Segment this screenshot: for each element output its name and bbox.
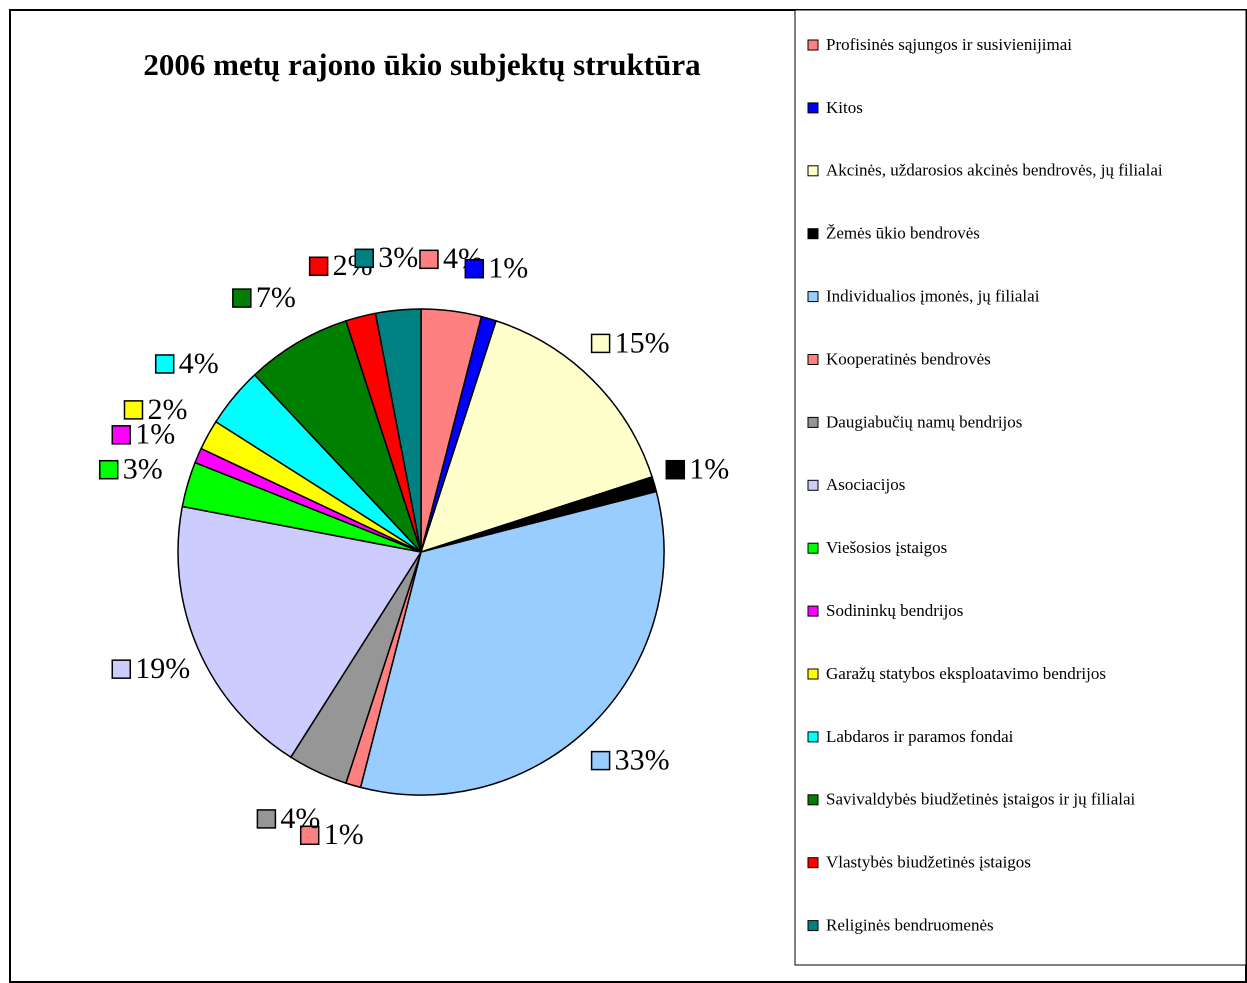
data-label: 33% — [615, 743, 670, 776]
legend-swatch — [807, 291, 819, 303]
legend-swatch — [807, 668, 819, 680]
label-marker — [354, 248, 374, 269]
data-label: 1% — [324, 818, 364, 851]
legend-label: Asociacijos — [826, 475, 905, 494]
pie-slice — [359, 490, 665, 796]
legend-swatch — [807, 39, 819, 51]
label-marker — [154, 354, 175, 374]
data-label: 4% — [179, 347, 219, 380]
label-marker — [299, 825, 320, 846]
legend-swatch — [807, 542, 819, 554]
legend-label: Garažų statybos eksploatavimo bendrijos — [826, 664, 1106, 683]
legend-label: Profisinės sąjungos ir susivienijimai — [826, 35, 1072, 54]
legend-swatch — [807, 165, 819, 177]
label-marker — [665, 459, 686, 480]
label-marker — [590, 750, 611, 771]
legend-swatch — [807, 731, 819, 743]
label-marker — [232, 288, 252, 308]
legend-swatch — [807, 794, 819, 806]
legend-label: Labdaros ir paramos fondai — [826, 727, 1014, 746]
data-label: 3% — [378, 241, 418, 274]
data-label: 2% — [147, 393, 187, 426]
legend-box — [794, 9, 1247, 966]
data-label: 1% — [689, 453, 729, 486]
pie-slice — [374, 308, 422, 553]
pie-slice — [177, 505, 423, 759]
data-label: 1% — [135, 418, 175, 451]
label-marker — [111, 659, 132, 679]
label-marker — [256, 809, 277, 829]
legend-label: Sodininkų bendrijos — [826, 601, 963, 620]
pie-slice — [253, 319, 422, 553]
label-marker — [464, 258, 485, 279]
legend-label: Akcinės, uždarosios akcinės bendrovės, j… — [826, 161, 1163, 180]
pie-slice — [419, 319, 654, 554]
label-marker — [590, 333, 611, 354]
legend-label: Kooperatinės bendrovės — [826, 349, 991, 368]
data-label: 4% — [280, 802, 320, 835]
legend-swatch — [807, 605, 819, 617]
legend-swatch — [807, 228, 819, 240]
data-label: 1% — [488, 252, 528, 285]
label-marker — [111, 425, 132, 445]
legend-label: Vlastybės biudžetinės įstaigos — [826, 853, 1031, 872]
legend-swatch — [807, 102, 819, 114]
legend-label: Viešosios įstaigos — [826, 538, 947, 557]
legend-label: Kitos — [826, 98, 863, 117]
chart-title: 2006 metų rajono ūkio subjektų struktūra — [143, 47, 701, 82]
label-marker — [308, 256, 329, 277]
data-label: 7% — [256, 281, 296, 314]
legend-label: Individualios įmonės, jų filialai — [826, 287, 1040, 306]
data-label: 19% — [135, 652, 190, 685]
legend-swatch — [807, 416, 819, 428]
label-marker — [98, 459, 119, 480]
legend-swatch — [807, 479, 819, 491]
legend-label: Religinės bendruomenės — [826, 916, 994, 935]
data-label: 3% — [123, 453, 163, 486]
legend-label: Žemės ūkio bendrovės — [826, 224, 980, 243]
legend-label: Savivaldybės biudžetinės įstaigos ir jų … — [826, 790, 1136, 809]
legend-swatch — [807, 920, 819, 932]
data-label: 15% — [615, 326, 670, 359]
legend-swatch — [807, 354, 819, 365]
legend-swatch — [807, 857, 819, 869]
legend-label: Daugiabučių namų bendrijos — [826, 412, 1022, 431]
label-marker — [419, 249, 439, 270]
label-marker — [123, 400, 144, 420]
